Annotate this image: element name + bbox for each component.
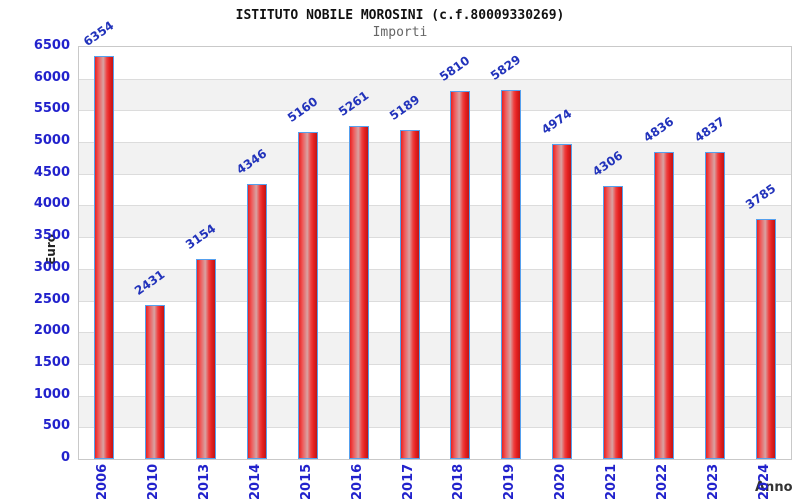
y-tick-label: 1500 (33, 354, 70, 370)
y-tick-label: 5500 (33, 101, 70, 117)
gridline (79, 205, 791, 206)
bar (94, 56, 115, 459)
x-tick-label: 2021 (604, 463, 619, 500)
x-tick-label: 2020 (553, 463, 569, 500)
y-tick-label: 6000 (33, 69, 70, 85)
bar (755, 219, 776, 459)
chart-subtitle: Importi (372, 25, 428, 40)
x-tick-label: 2018 (451, 463, 467, 500)
bar (450, 90, 471, 459)
y-tick-label: 3000 (33, 259, 70, 275)
bar (501, 89, 522, 459)
x-axis-label: Anno (755, 480, 793, 495)
x-tick-label: 2016 (349, 463, 365, 500)
bar (247, 183, 267, 459)
plot-area (78, 46, 792, 460)
y-tick-label: 2000 (33, 323, 70, 339)
x-tick-label: 2015 (298, 463, 314, 500)
bar (704, 152, 725, 459)
plot-band (79, 205, 791, 238)
bar (552, 143, 573, 459)
gridline (79, 427, 791, 428)
y-tick-label: 0 (60, 450, 70, 465)
x-tick-label: 2013 (197, 463, 213, 500)
gridline (79, 110, 791, 111)
plot-band (79, 332, 791, 364)
plot-band (79, 395, 791, 428)
bar (348, 125, 369, 459)
plot-band (79, 78, 791, 111)
gridline (79, 396, 791, 397)
bar (145, 304, 166, 459)
gridline (79, 269, 791, 270)
plot-band (79, 268, 791, 301)
gridline (79, 332, 791, 333)
x-tick-label: 2006 (95, 463, 111, 500)
gridline (79, 237, 791, 238)
gridline (79, 142, 791, 143)
x-tick-label: 2019 (502, 463, 518, 500)
y-tick-label: 2500 (33, 291, 70, 307)
y-tick-label: 500 (42, 418, 70, 434)
plot-band (79, 142, 791, 174)
y-tick-label: 3500 (33, 228, 70, 244)
bar (603, 186, 623, 459)
x-tick-label: 2010 (146, 463, 162, 500)
y-tick-label: 6500 (33, 38, 70, 53)
x-tick-label: 2024 (756, 463, 772, 500)
x-tick-label: 2022 (654, 463, 670, 500)
bar (297, 131, 318, 459)
gridline (79, 79, 791, 80)
x-tick-label: 2014 (248, 463, 263, 500)
y-tick-label: 5000 (33, 133, 70, 149)
chart-title: ISTITUTO NOBILE MOROSINI (c.f.8000933026… (235, 8, 565, 23)
x-tick-label: 2023 (705, 463, 721, 500)
gridline (79, 364, 791, 365)
bar (196, 259, 217, 459)
y-tick-label: 4500 (33, 164, 70, 180)
y-tick-label: 4000 (33, 196, 70, 212)
x-tick-label: 2017 (400, 463, 416, 500)
bar (399, 130, 420, 459)
gridline (79, 301, 791, 302)
bar (653, 152, 674, 459)
gridline (79, 174, 791, 175)
y-tick-label: 1000 (33, 386, 70, 402)
